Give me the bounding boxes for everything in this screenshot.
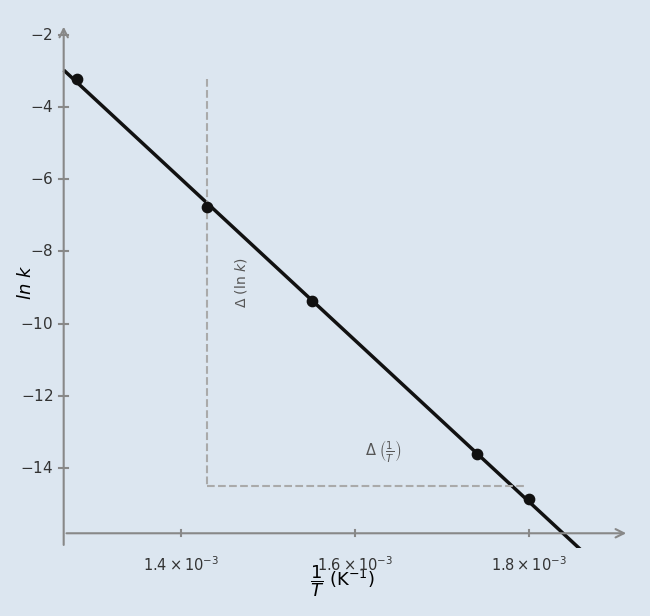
Text: $-14$: $-14$ xyxy=(20,460,53,476)
Text: $-12$: $-12$ xyxy=(21,388,53,404)
Text: $1.8 \times 10^{-3}$: $1.8 \times 10^{-3}$ xyxy=(491,555,567,573)
Point xyxy=(202,201,213,211)
Text: $\Delta$ $\left(\frac{1}{T}\right)$: $\Delta$ $\left(\frac{1}{T}\right)$ xyxy=(365,439,402,464)
Text: $-6$: $-6$ xyxy=(30,171,53,187)
Text: $1.4 \times 10^{-3}$: $1.4 \times 10^{-3}$ xyxy=(143,555,219,573)
Point xyxy=(306,296,317,306)
Point xyxy=(72,75,82,84)
Point xyxy=(472,450,482,460)
Text: $1.6 \times 10^{-3}$: $1.6 \times 10^{-3}$ xyxy=(317,555,393,573)
X-axis label: $\dfrac{1}{T}$ (K$^{-1}$): $\dfrac{1}{T}$ (K$^{-1}$) xyxy=(309,564,374,599)
Point xyxy=(524,495,534,505)
Text: $-10$: $-10$ xyxy=(20,316,53,332)
Text: $-2$: $-2$ xyxy=(31,26,53,43)
Y-axis label: ln $k$: ln $k$ xyxy=(17,265,34,300)
Text: $\Delta$ (ln $k$): $\Delta$ (ln $k$) xyxy=(233,257,249,308)
Text: $-4$: $-4$ xyxy=(30,99,53,115)
Text: $-8$: $-8$ xyxy=(30,243,53,259)
